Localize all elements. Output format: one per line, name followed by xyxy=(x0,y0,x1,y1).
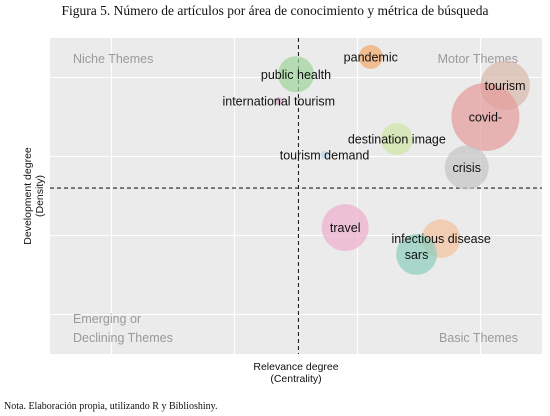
y-axis-label: Development degree xyxy=(22,147,34,245)
bubble-label-infectious-disease: infectious disease xyxy=(391,232,490,246)
x-axis-label: Relevance degree xyxy=(253,361,338,373)
bubble-travel xyxy=(321,204,369,252)
bubble-label-public-health: public health xyxy=(261,68,331,82)
quadrant-label-basic: Basic Themes xyxy=(439,331,518,345)
bubbles xyxy=(274,45,530,275)
figure-note: Nota. Elaboración propia, utilizando R y… xyxy=(4,401,218,412)
quadrant-label-niche: Niche Themes xyxy=(73,52,153,66)
bubble-destination-image xyxy=(380,123,413,156)
bubble-label-tourism: tourism xyxy=(485,79,526,93)
bubble-public-health xyxy=(277,56,315,93)
figure-title: Figura 5. Número de artículos por área d… xyxy=(61,3,489,18)
bubble-sars xyxy=(396,234,437,275)
bubble-label-destination-image: destination image xyxy=(348,133,446,147)
bubble-pandemic xyxy=(358,45,383,69)
bubble-label-international-tourism: international tourism xyxy=(222,95,335,109)
bubble-tourism-demand xyxy=(320,150,329,159)
quadrant-label-emerging: Emerging or xyxy=(73,312,141,326)
quadrant-label-emerging: Declining Themes xyxy=(73,331,173,345)
bubble-covid xyxy=(451,83,520,151)
y-axis-sublabel: (Density) xyxy=(34,175,46,217)
x-axis-sublabel: (Centrality) xyxy=(270,373,321,385)
grid-lines xyxy=(50,38,542,354)
bubble-label-tourism-demand: tourism demand xyxy=(280,148,370,162)
bubble-crisis xyxy=(444,145,489,190)
bubble-labels: public health pandemic international touri… xyxy=(222,50,526,262)
bubble-label-travel: travel xyxy=(330,221,361,235)
bubble-label-sars: sars xyxy=(405,248,429,262)
bubble-international-tourism xyxy=(274,97,283,106)
bubble-label-covid: covid- xyxy=(469,111,502,125)
bubble-label-pandemic: pandemic xyxy=(344,50,398,64)
bubble-label-crisis: crisis xyxy=(452,161,480,175)
